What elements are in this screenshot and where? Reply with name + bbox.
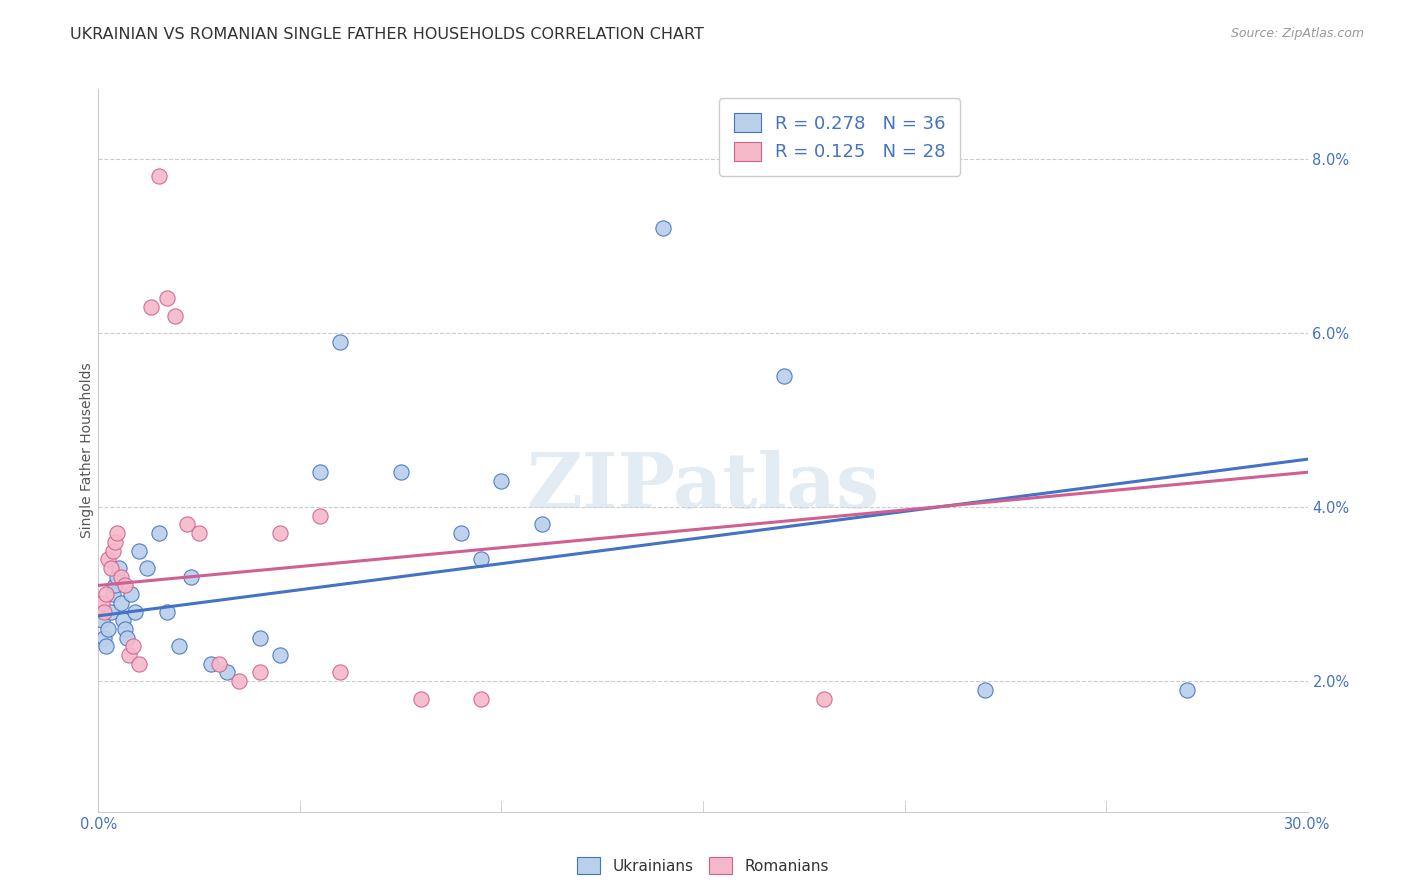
Point: [124, 605, 146, 619]
Text: Source: ZipAtlas.com: Source: ZipAtlas.com: [1230, 27, 1364, 40]
Point: [91, 596, 114, 610]
Point: [128, 657, 150, 671]
Point: [217, 665, 239, 680]
Point: [156, 291, 179, 305]
Point: [470, 691, 492, 706]
Point: [101, 543, 124, 558]
Y-axis label: Single Father Households: Single Father Households: [80, 363, 94, 538]
Point: [163, 309, 186, 323]
Point: [180, 570, 202, 584]
Point: [103, 534, 125, 549]
Point: [120, 587, 142, 601]
Legend: R = 0.278   N = 36, R = 0.125   N = 28: R = 0.278 N = 36, R = 0.125 N = 28: [718, 98, 960, 176]
Point: [309, 508, 332, 523]
Point: [114, 622, 136, 636]
Point: [96, 587, 118, 601]
Text: ZIPatlas: ZIPatlas: [526, 450, 880, 524]
Point: [100, 561, 122, 575]
Point: [167, 640, 190, 654]
Point: [101, 587, 124, 601]
Point: [228, 674, 250, 689]
Point: [100, 605, 122, 619]
Point: [176, 517, 198, 532]
Point: [97, 622, 120, 636]
Point: [156, 605, 179, 619]
Legend: Ukrainians, Romanians: Ukrainians, Romanians: [571, 851, 835, 880]
Point: [148, 526, 170, 541]
Point: [329, 334, 352, 349]
Point: [139, 300, 162, 314]
Point: [93, 631, 115, 645]
Point: [135, 561, 157, 575]
Point: [208, 657, 231, 671]
Point: [121, 640, 143, 654]
Point: [1175, 682, 1198, 697]
Point: [93, 605, 115, 619]
Point: [105, 570, 128, 584]
Point: [188, 526, 211, 541]
Point: [491, 474, 513, 488]
Text: UKRAINIAN VS ROMANIAN SINGLE FATHER HOUSEHOLDS CORRELATION CHART: UKRAINIAN VS ROMANIAN SINGLE FATHER HOUS…: [70, 27, 704, 42]
Point: [105, 526, 128, 541]
Point: [309, 465, 332, 479]
Point: [115, 631, 138, 645]
Point: [200, 657, 222, 671]
Point: [530, 517, 553, 532]
Point: [329, 665, 352, 680]
Point: [118, 648, 141, 662]
Point: [450, 526, 472, 541]
Point: [389, 465, 412, 479]
Point: [249, 665, 271, 680]
Point: [110, 596, 132, 610]
Point: [107, 561, 129, 575]
Point: [128, 543, 150, 558]
Point: [114, 578, 136, 592]
Point: [110, 570, 132, 584]
Point: [651, 221, 673, 235]
Point: [470, 552, 492, 566]
Point: [97, 552, 120, 566]
Point: [269, 526, 291, 541]
Point: [111, 613, 134, 627]
Point: [96, 640, 118, 654]
Point: [148, 169, 170, 184]
Point: [249, 631, 271, 645]
Point: [974, 682, 997, 697]
Point: [813, 691, 835, 706]
Point: [409, 691, 432, 706]
Point: [269, 648, 291, 662]
Point: [91, 613, 114, 627]
Point: [103, 578, 125, 592]
Point: [772, 369, 794, 384]
